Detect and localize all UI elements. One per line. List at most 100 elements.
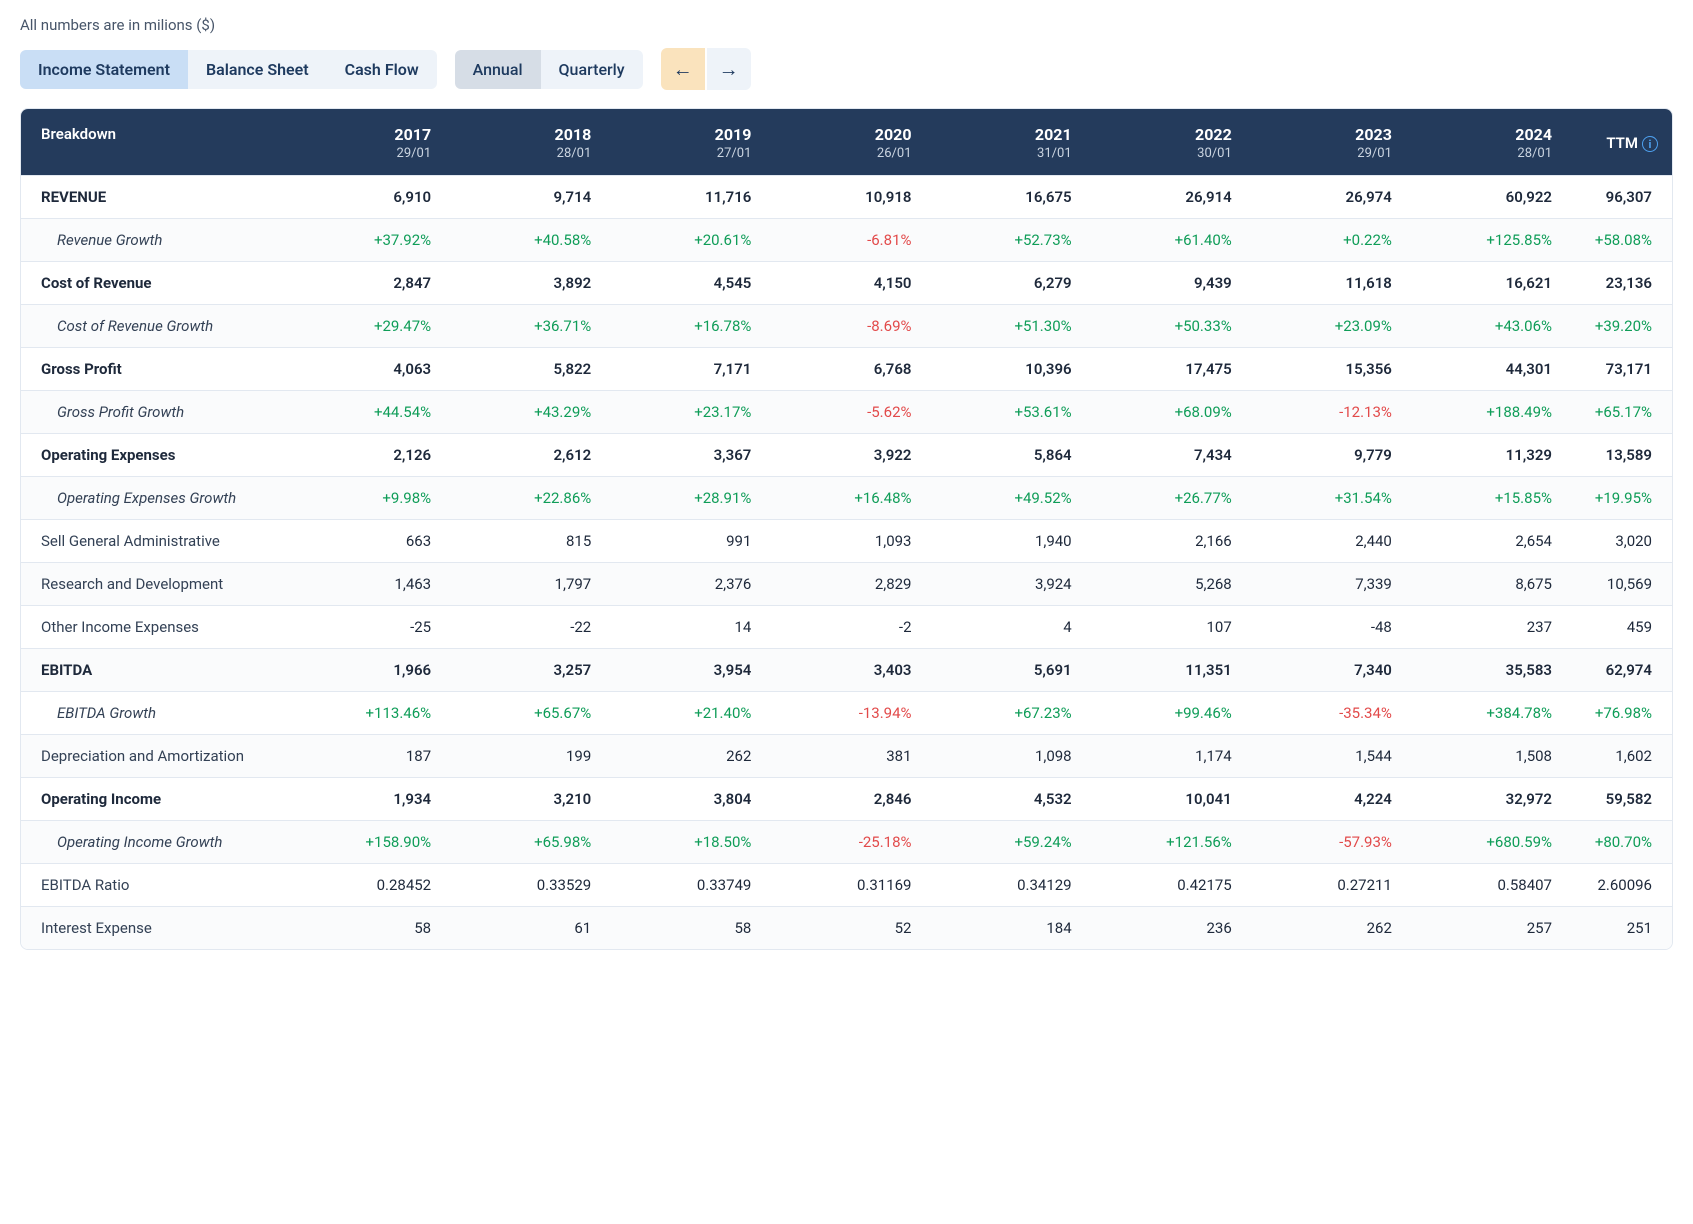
cell-value: 6,910 bbox=[281, 176, 441, 219]
row-label: EBITDA Growth bbox=[21, 692, 281, 735]
cell-value: +23.09% bbox=[1242, 305, 1402, 348]
cell-value: 26,914 bbox=[1082, 176, 1242, 219]
row-label: Operating Income Growth bbox=[21, 821, 281, 864]
cell-value: 96,307 bbox=[1562, 176, 1672, 219]
cell-value: +19.95% bbox=[1562, 477, 1672, 520]
cell-value: -25 bbox=[281, 606, 441, 649]
nav-next-button[interactable]: → bbox=[707, 48, 751, 90]
statement-tabs: Income Statement Balance Sheet Cash Flow bbox=[20, 50, 437, 89]
cell-value: -57.93% bbox=[1242, 821, 1402, 864]
cell-value: 9,714 bbox=[441, 176, 601, 219]
cell-value: 0.28452 bbox=[281, 864, 441, 907]
cell-value: 0.31169 bbox=[761, 864, 921, 907]
cell-value: +99.46% bbox=[1082, 692, 1242, 735]
col-2020: 202026/01 bbox=[761, 109, 921, 176]
cell-value: 1,602 bbox=[1562, 735, 1672, 778]
period-tabs: Annual Quarterly bbox=[455, 50, 643, 89]
cell-value: 15,356 bbox=[1242, 348, 1402, 391]
year-nav: ← → bbox=[661, 48, 751, 90]
cell-value: +113.46% bbox=[281, 692, 441, 735]
cell-value: 10,396 bbox=[922, 348, 1082, 391]
cell-value: 1,797 bbox=[441, 563, 601, 606]
cell-value: -13.94% bbox=[761, 692, 921, 735]
cell-value: 16,675 bbox=[922, 176, 1082, 219]
cell-value: +37.92% bbox=[281, 219, 441, 262]
cell-value: 6,768 bbox=[761, 348, 921, 391]
info-icon[interactable]: i bbox=[1642, 136, 1658, 152]
cell-value: 44,301 bbox=[1402, 348, 1562, 391]
cell-value: 3,892 bbox=[441, 262, 601, 305]
cell-value: 9,439 bbox=[1082, 262, 1242, 305]
cell-value: 4,532 bbox=[922, 778, 1082, 821]
row-label: Operating Income bbox=[21, 778, 281, 821]
col-2017: 201729/01 bbox=[281, 109, 441, 176]
cell-value: 4,545 bbox=[601, 262, 761, 305]
cell-value: 237 bbox=[1402, 606, 1562, 649]
row-label: Other Income Expenses bbox=[21, 606, 281, 649]
table-row: Depreciation and Amortization18719926238… bbox=[21, 735, 1672, 778]
period-quarterly[interactable]: Quarterly bbox=[541, 50, 643, 89]
cell-value: 2,654 bbox=[1402, 520, 1562, 563]
cell-value: 4,063 bbox=[281, 348, 441, 391]
cell-value: 5,268 bbox=[1082, 563, 1242, 606]
row-label: EBITDA bbox=[21, 649, 281, 692]
cell-value: +61.40% bbox=[1082, 219, 1242, 262]
cell-value: 3,257 bbox=[441, 649, 601, 692]
tab-income-statement[interactable]: Income Statement bbox=[20, 50, 188, 89]
cell-value: 0.58407 bbox=[1402, 864, 1562, 907]
cell-value: 4,224 bbox=[1242, 778, 1402, 821]
cell-value: +50.33% bbox=[1082, 305, 1242, 348]
cell-value: 2,612 bbox=[441, 434, 601, 477]
table-row: Other Income Expenses-25-2214-24107-4823… bbox=[21, 606, 1672, 649]
cell-value: 236 bbox=[1082, 907, 1242, 950]
financial-table-container: Breakdown 201729/01 201828/01 201927/01 … bbox=[20, 108, 1673, 950]
nav-prev-button[interactable]: ← bbox=[661, 48, 705, 90]
row-label: EBITDA Ratio bbox=[21, 864, 281, 907]
cell-value: -12.13% bbox=[1242, 391, 1402, 434]
table-row: Gross Profit4,0635,8227,1716,76810,39617… bbox=[21, 348, 1672, 391]
cell-value: 1,934 bbox=[281, 778, 441, 821]
cell-value: 11,329 bbox=[1402, 434, 1562, 477]
table-row: Sell General Administrative6638159911,09… bbox=[21, 520, 1672, 563]
cell-value: 4 bbox=[922, 606, 1082, 649]
cell-value: 251 bbox=[1562, 907, 1672, 950]
tab-cash-flow[interactable]: Cash Flow bbox=[327, 50, 437, 89]
cell-value: +18.50% bbox=[601, 821, 761, 864]
cell-value: +36.71% bbox=[441, 305, 601, 348]
cell-value: 58 bbox=[281, 907, 441, 950]
cell-value: 3,020 bbox=[1562, 520, 1672, 563]
cell-value: 14 bbox=[601, 606, 761, 649]
row-label: Cost of Revenue bbox=[21, 262, 281, 305]
cell-value: -2 bbox=[761, 606, 921, 649]
table-body: REVENUE6,9109,71411,71610,91816,67526,91… bbox=[21, 176, 1672, 950]
row-label: Gross Profit Growth bbox=[21, 391, 281, 434]
cell-value: +29.47% bbox=[281, 305, 441, 348]
cell-value: 1,174 bbox=[1082, 735, 1242, 778]
cell-value: +51.30% bbox=[922, 305, 1082, 348]
table-row: Interest Expense58615852184236262257251 bbox=[21, 907, 1672, 950]
cell-value: +65.17% bbox=[1562, 391, 1672, 434]
cell-value: +31.54% bbox=[1242, 477, 1402, 520]
cell-value: +680.59% bbox=[1402, 821, 1562, 864]
cell-value: 17,475 bbox=[1082, 348, 1242, 391]
cell-value: 2,829 bbox=[761, 563, 921, 606]
cell-value: 32,972 bbox=[1402, 778, 1562, 821]
row-label: Sell General Administrative bbox=[21, 520, 281, 563]
cell-value: 815 bbox=[441, 520, 601, 563]
row-label: Research and Development bbox=[21, 563, 281, 606]
table-row: EBITDA Ratio0.284520.335290.337490.31169… bbox=[21, 864, 1672, 907]
cell-value: 3,403 bbox=[761, 649, 921, 692]
cell-value: 11,351 bbox=[1082, 649, 1242, 692]
cell-value: 381 bbox=[761, 735, 921, 778]
period-annual[interactable]: Annual bbox=[455, 50, 541, 89]
cell-value: 2.60096 bbox=[1562, 864, 1672, 907]
cell-value: +158.90% bbox=[281, 821, 441, 864]
table-row: Cost of Revenue Growth+29.47%+36.71%+16.… bbox=[21, 305, 1672, 348]
row-label: Depreciation and Amortization bbox=[21, 735, 281, 778]
cell-value: 23,136 bbox=[1562, 262, 1672, 305]
tab-balance-sheet[interactable]: Balance Sheet bbox=[188, 50, 327, 89]
cell-value: 2,846 bbox=[761, 778, 921, 821]
cell-value: +39.20% bbox=[1562, 305, 1672, 348]
table-row: Gross Profit Growth+44.54%+43.29%+23.17%… bbox=[21, 391, 1672, 434]
cell-value: 16,621 bbox=[1402, 262, 1562, 305]
